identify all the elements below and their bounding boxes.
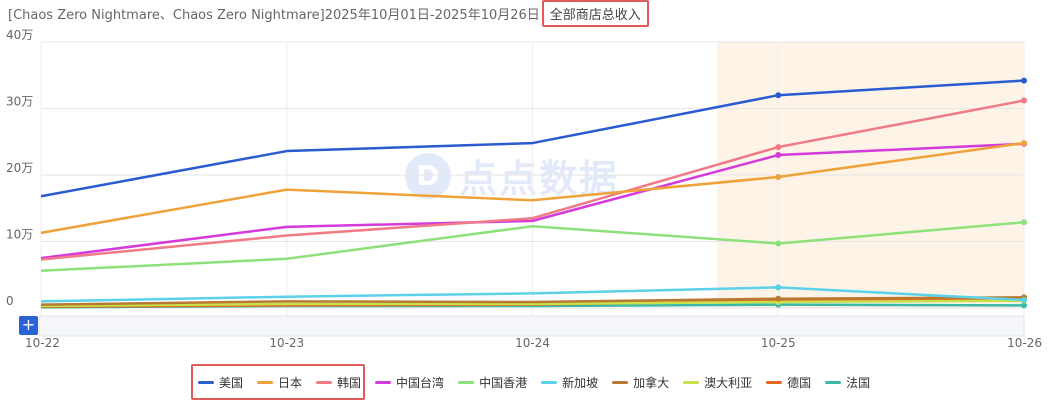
series-point-1 bbox=[775, 92, 782, 99]
series-point-10 bbox=[1021, 302, 1027, 309]
legend-swatch-icon bbox=[612, 381, 629, 384]
series-point-2 bbox=[775, 173, 782, 180]
series-point-3 bbox=[1021, 97, 1027, 104]
legend-item[interactable]: 中国香港 bbox=[458, 374, 527, 391]
series-line-5 bbox=[40, 220, 1025, 273]
y-tick-label: 40万 bbox=[6, 28, 33, 42]
legend-label: 加拿大 bbox=[633, 376, 670, 390]
series-line-6 bbox=[40, 286, 1025, 303]
x-tick-label: 10-26 bbox=[1007, 336, 1042, 350]
legend-swatch-icon bbox=[683, 381, 700, 384]
y-tick-label: 30万 bbox=[6, 95, 33, 109]
series-point-4 bbox=[775, 152, 782, 159]
legend-item[interactable]: 加拿大 bbox=[612, 374, 669, 391]
x-tick-label: 10-24 bbox=[515, 336, 550, 350]
legend-label: 韩国 bbox=[337, 376, 362, 390]
x-tick-label: 10-22 bbox=[25, 336, 60, 350]
legend-item[interactable]: 德国 bbox=[766, 374, 811, 391]
series-line-8 bbox=[40, 299, 1025, 308]
legend-item[interactable]: 日本 bbox=[257, 374, 302, 391]
metric-selector[interactable]: 全部商店总收入 bbox=[541, 0, 649, 27]
legend-swatch-icon bbox=[766, 381, 783, 384]
line-chart: 0 10万 20万 30万 40万 10-22 10-23 10-24 10-25 10-26 bbox=[6, 28, 1042, 350]
zoom-plus-button[interactable]: + bbox=[19, 316, 38, 335]
y-tick-label: 20万 bbox=[6, 161, 33, 175]
chart-legend: 美国 日本 韩国 中国台湾 中国香港 新加坡 加拿大 澳大利亚 德国 法国 bbox=[198, 374, 884, 391]
legend-swatch-icon bbox=[541, 381, 558, 384]
legend-item[interactable]: 法国 bbox=[825, 374, 870, 391]
legend-label: 法国 bbox=[846, 376, 871, 390]
legend-item[interactable]: 新加坡 bbox=[541, 374, 598, 391]
legend-label: 中国香港 bbox=[479, 376, 528, 390]
x-tick-label: 10-25 bbox=[761, 336, 796, 350]
legend-label: 日本 bbox=[278, 376, 303, 390]
legend-swatch-icon bbox=[375, 381, 392, 384]
series-point-5 bbox=[775, 240, 782, 247]
legend-label: 澳大利亚 bbox=[704, 376, 753, 390]
series-point-3 bbox=[775, 144, 782, 151]
legend-item[interactable]: 韩国 bbox=[316, 374, 361, 391]
zoom-slider-track bbox=[38, 315, 1025, 337]
legend-item[interactable]: 美国 bbox=[198, 374, 243, 391]
legend-swatch-icon bbox=[825, 381, 842, 384]
series-point-2 bbox=[1021, 140, 1027, 147]
chart-title: [Chaos Zero Nightmare、Chaos Zero Nightma… bbox=[8, 7, 540, 23]
legend-swatch-icon bbox=[257, 381, 274, 384]
series-point-6 bbox=[1021, 297, 1027, 304]
legend-swatch-icon bbox=[316, 381, 333, 384]
legend-label: 美国 bbox=[219, 376, 244, 390]
y-tick-label: 10万 bbox=[6, 228, 33, 242]
legend-label: 中国台湾 bbox=[396, 376, 445, 390]
chart-header: [Chaos Zero Nightmare、Chaos Zero Nightma… bbox=[8, 0, 649, 27]
series-line-7 bbox=[40, 296, 1025, 306]
series-line-4 bbox=[40, 142, 1025, 260]
series-line-3 bbox=[40, 99, 1025, 261]
series-point-6 bbox=[775, 284, 782, 291]
legend-swatch-icon bbox=[198, 381, 214, 384]
series-line-2 bbox=[40, 141, 1025, 235]
series-point-5 bbox=[1021, 219, 1027, 226]
y-tick-label: 0 bbox=[6, 294, 14, 308]
legend-item[interactable]: 中国台湾 bbox=[375, 374, 444, 391]
series-point-7 bbox=[775, 295, 782, 302]
legend-label: 新加坡 bbox=[562, 376, 599, 390]
legend-swatch-icon bbox=[458, 381, 475, 384]
legend-item[interactable]: 澳大利亚 bbox=[683, 374, 752, 391]
x-tick-label: 10-23 bbox=[269, 336, 304, 350]
series-point-1 bbox=[1021, 77, 1027, 84]
series-line-1 bbox=[40, 79, 1025, 198]
legend-label: 德国 bbox=[787, 376, 812, 390]
